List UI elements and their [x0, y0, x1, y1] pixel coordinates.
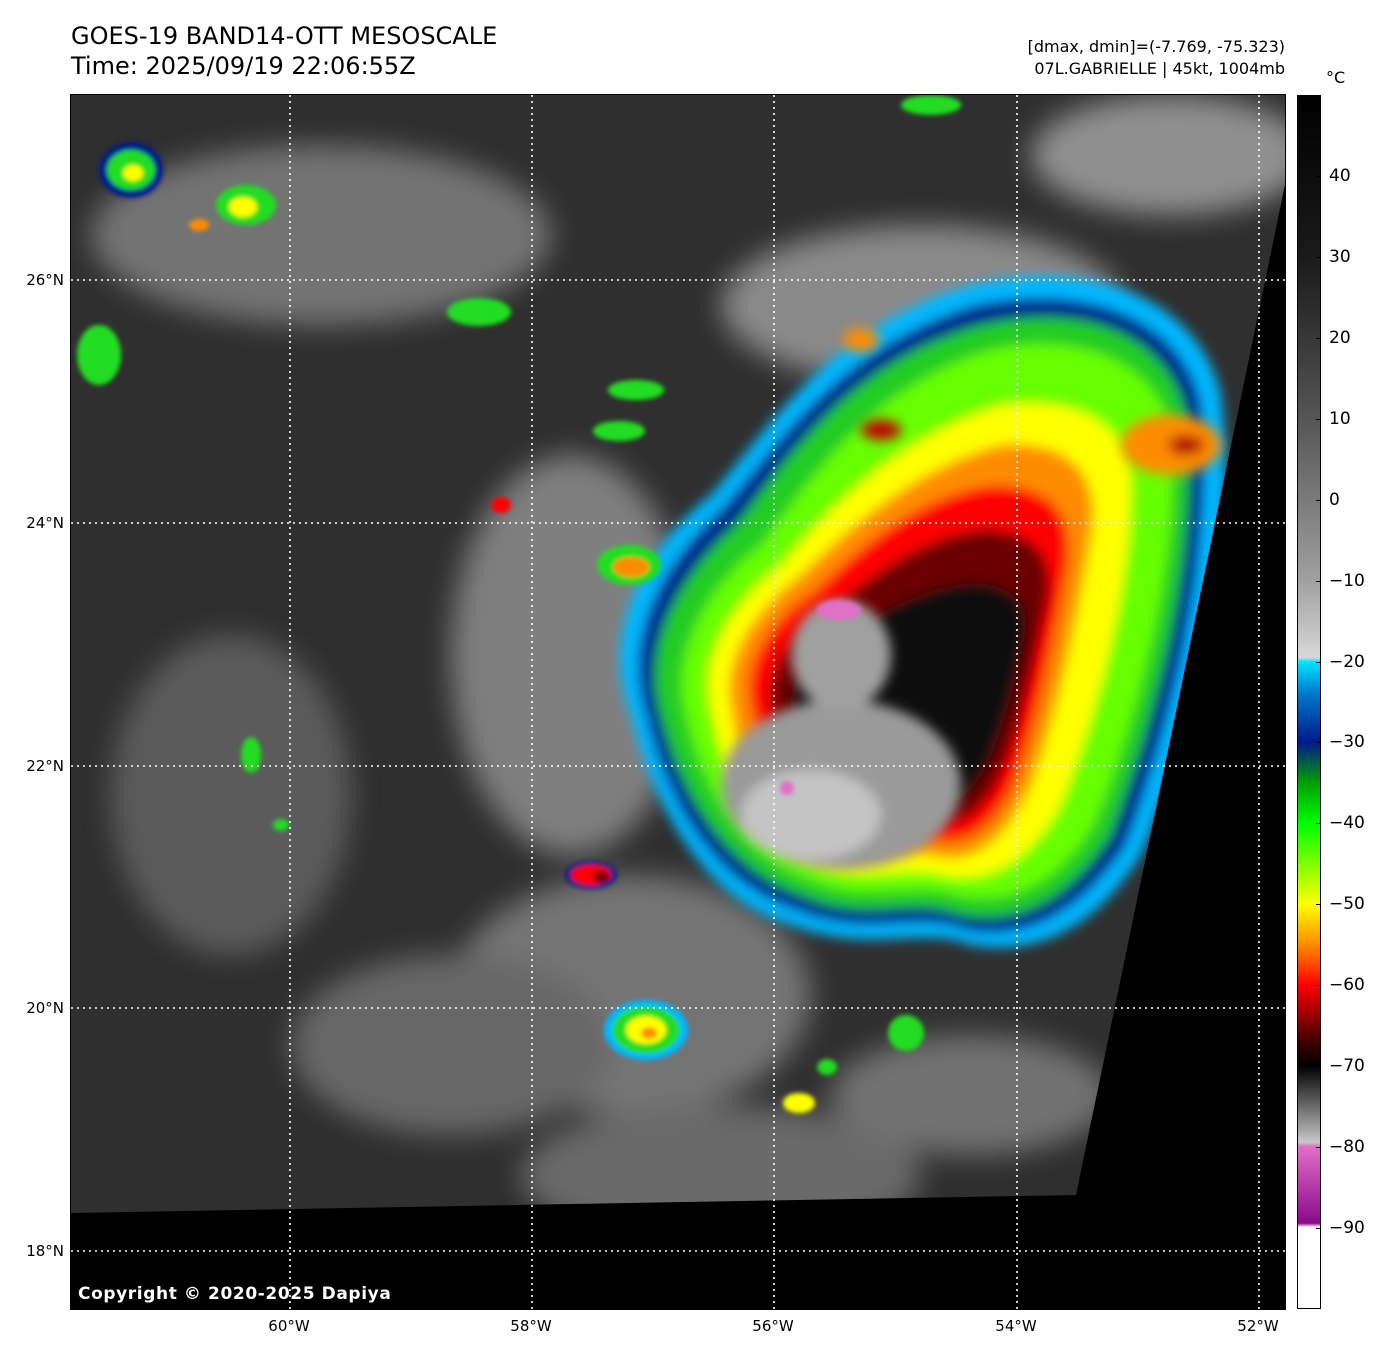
colorbar-unit: °C [1326, 68, 1346, 87]
colorbar-tick-mark [1316, 904, 1321, 906]
lat-label-22n: 22°N [26, 757, 64, 775]
satellite-map [70, 94, 1286, 1310]
colorbar-tick-mark [1316, 1228, 1321, 1230]
observation-time: Time: 2025/09/19 22:06:55Z [71, 52, 416, 80]
colorbar-tick-label: −10 [1329, 570, 1365, 591]
lon-label-60w: 60°W [268, 1317, 310, 1335]
colorbar-tick-label: 10 [1329, 408, 1351, 429]
colorbar-tick-label: −70 [1329, 1056, 1365, 1077]
colorbar-tick-mark [1316, 1147, 1321, 1149]
colorbar-tick-mark [1316, 580, 1321, 582]
lat-label-24n: 24°N [26, 514, 64, 532]
colorbar-tick-label: −90 [1329, 1218, 1365, 1239]
colorbar-tick-label: 30 [1329, 246, 1351, 267]
colorbar-tick-mark [1316, 823, 1321, 825]
colorbar-tick-mark [1316, 1066, 1321, 1068]
colorbar-tick-label: 0 [1329, 489, 1340, 510]
colorbar-tick-mark [1316, 985, 1321, 987]
colorbar-tick-label: −20 [1329, 651, 1365, 672]
lat-label-26n: 26°N [26, 271, 64, 289]
colorbar-tick-label: 40 [1329, 165, 1351, 186]
lon-label-52w: 52°W [1237, 1317, 1279, 1335]
colorbar-tick-label: −50 [1329, 894, 1365, 915]
lon-label-56w: 56°W [752, 1317, 794, 1335]
chart-title: GOES-19 BAND14-OTT MESOSCALE [71, 22, 498, 50]
colorbar-tick-mark [1316, 418, 1321, 420]
temperature-range-label: [dmax, dmin]=(-7.769, -75.323) [1027, 37, 1285, 56]
lat-label-20n: 20°N [26, 999, 64, 1017]
lon-label-54w: 54°W [995, 1317, 1037, 1335]
lon-label-58w: 58°W [510, 1317, 552, 1335]
satellite-imagery [71, 95, 1285, 1309]
colorbar-tick-label: −60 [1329, 975, 1365, 996]
colorbar-tick-label: 20 [1329, 327, 1351, 348]
colorbar-tick-mark [1316, 499, 1321, 501]
colorbar-tick-mark [1316, 175, 1321, 177]
colorbar-tick-mark [1316, 742, 1321, 744]
lat-label-18n: 18°N [26, 1242, 64, 1260]
storm-info-label: 07L.GABRIELLE | 45kt, 1004mb [1034, 59, 1285, 78]
colorbar [1297, 95, 1321, 1309]
colorbar-tick-label: −80 [1329, 1137, 1365, 1158]
colorbar-tick-mark [1316, 256, 1321, 258]
colorbar-tick-mark [1316, 337, 1321, 339]
colorbar-tick-mark [1316, 661, 1321, 663]
colorbar-tick-label: −40 [1329, 813, 1365, 834]
colorbar-tick-label: −30 [1329, 732, 1365, 753]
copyright-notice: Copyright © 2020-2025 Dapiya [78, 1284, 392, 1304]
